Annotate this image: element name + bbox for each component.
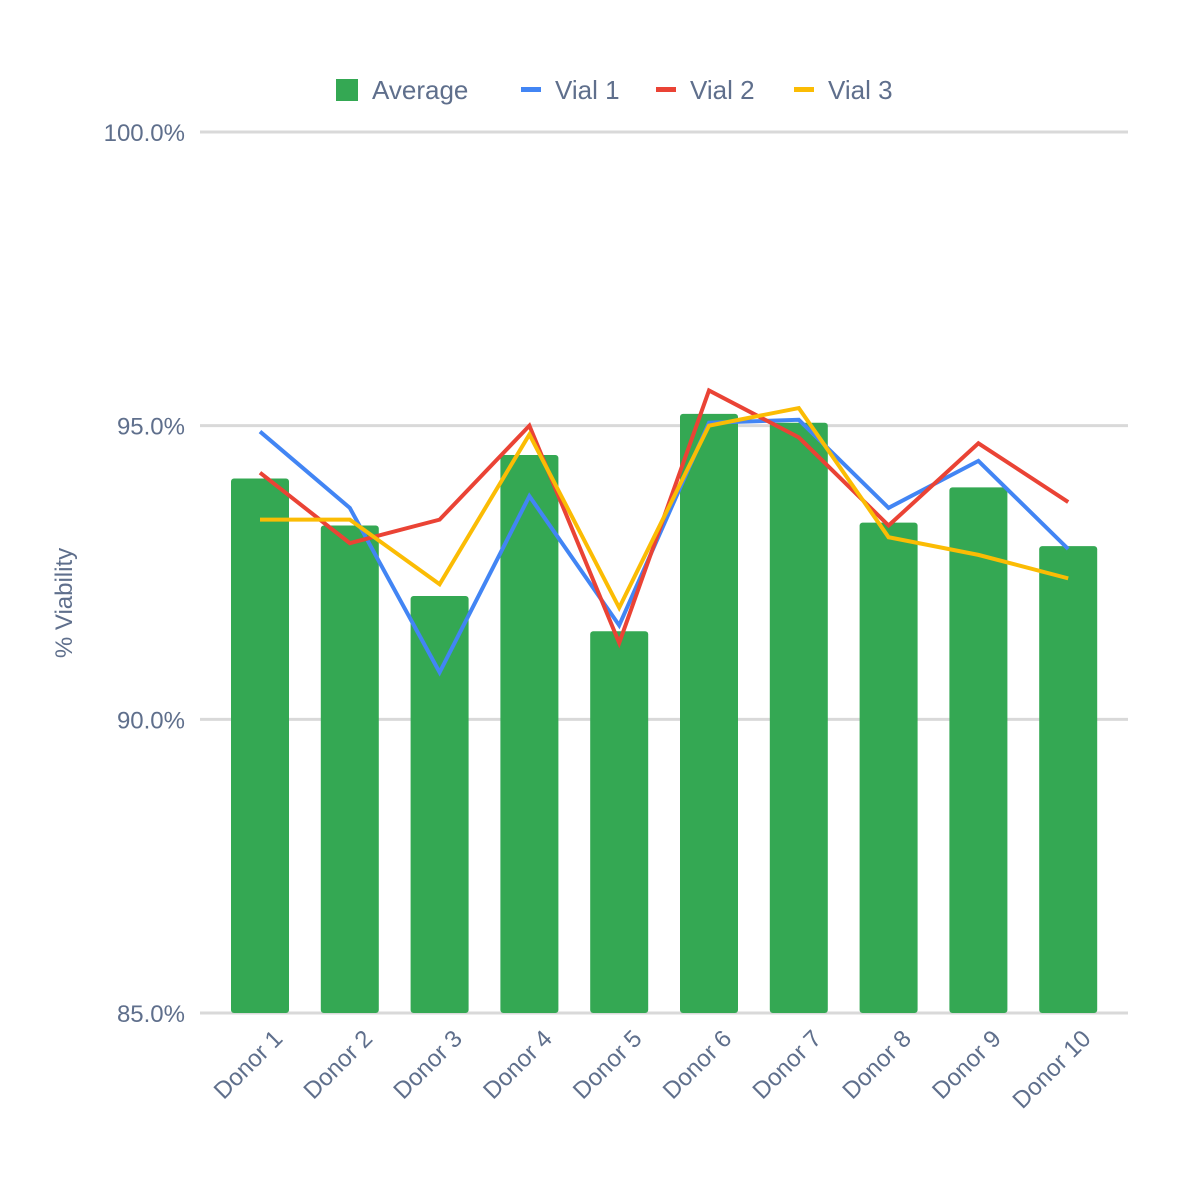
bar-average bbox=[410, 595, 469, 1013]
bar-average bbox=[320, 525, 379, 1013]
legend-item-vial-1[interactable]: Vial 1 bbox=[521, 75, 620, 105]
legend-label: Vial 3 bbox=[828, 75, 893, 105]
bar-average bbox=[859, 522, 918, 1013]
x-tick-label: Donor 7 bbox=[748, 1025, 827, 1104]
y-tick-label: 85.0% bbox=[117, 1001, 185, 1028]
x-tick-label: Donor 3 bbox=[388, 1025, 467, 1104]
x-tick-label: Donor 1 bbox=[209, 1025, 288, 1104]
x-tick-label: Donor 10 bbox=[1008, 1025, 1097, 1114]
legend-label: Vial 2 bbox=[690, 75, 755, 105]
x-axis-ticks: Donor 1 Donor 2 Donor 3 Donor 4 Donor 5 Donor… bbox=[209, 1025, 1097, 1114]
x-tick-label: Donor 2 bbox=[299, 1025, 378, 1104]
bar-average bbox=[680, 413, 738, 1013]
bars-average bbox=[231, 413, 1098, 1014]
legend-swatch-line bbox=[656, 87, 676, 92]
y-tick-label: 90.0% bbox=[117, 707, 185, 734]
legend-item-vial-2[interactable]: Vial 2 bbox=[656, 75, 755, 105]
legend-item-vial-3[interactable]: Vial 3 bbox=[794, 75, 893, 105]
bar-average bbox=[590, 631, 649, 1013]
bar-average bbox=[1039, 546, 1098, 1013]
legend-swatch-square bbox=[336, 79, 358, 101]
legend-swatch-line bbox=[794, 87, 814, 92]
x-tick-label: Donor 5 bbox=[568, 1025, 647, 1104]
x-tick-label: Donor 8 bbox=[837, 1025, 916, 1104]
x-tick-label: Donor 4 bbox=[478, 1025, 557, 1104]
bar-average bbox=[769, 422, 828, 1014]
y-axis-title: % Viability bbox=[51, 548, 78, 658]
series-lines bbox=[258, 387, 1070, 677]
legend-label: Average bbox=[372, 75, 468, 105]
bar-average bbox=[949, 487, 1008, 1013]
bar-average bbox=[231, 478, 289, 1013]
legend-item-average[interactable]: Average bbox=[336, 75, 468, 105]
y-tick-label: 95.0% bbox=[117, 414, 185, 441]
x-tick-label: Donor 6 bbox=[658, 1025, 737, 1104]
legend: Average Vial 1 Vial 2 Vial 3 bbox=[336, 75, 893, 105]
legend-swatch-line bbox=[521, 87, 541, 92]
y-axis-ticks: 85.0% 90.0% 95.0% 100.0% bbox=[104, 120, 185, 1028]
legend-label: Vial 1 bbox=[555, 75, 620, 105]
line-vial-3 bbox=[260, 405, 1069, 613]
x-tick-label: Donor 9 bbox=[927, 1025, 1006, 1104]
y-tick-label: 100.0% bbox=[104, 120, 185, 147]
line-vial-1 bbox=[258, 417, 1070, 677]
bar-average bbox=[500, 455, 559, 1013]
